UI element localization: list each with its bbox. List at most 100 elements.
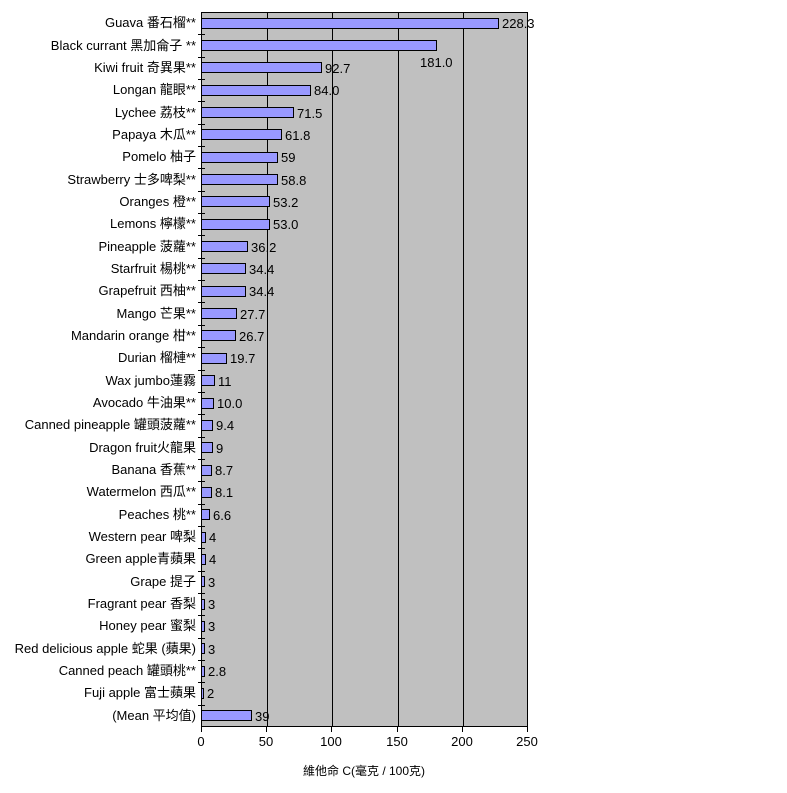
category-axis-tick [198, 124, 205, 125]
category-label-6: Pomelo 柚子 [122, 149, 196, 164]
category-label-11: Starfruit 楊桃** [110, 261, 196, 276]
value-label-18: 9.4 [216, 418, 235, 433]
category-label-15: Durian 榴槤** [117, 350, 196, 365]
bar-4 [201, 107, 294, 118]
category-axis-tick [198, 146, 205, 147]
category-axis-tick [198, 370, 205, 371]
value-label-12: 34.4 [249, 284, 275, 299]
bar-10 [201, 241, 248, 252]
bar-27 [201, 621, 205, 632]
category-axis-tick [198, 280, 205, 281]
category-label-0: Guava 番石榴** [104, 15, 196, 30]
value-label-22: 6.6 [213, 508, 232, 523]
value-label-21: 8.1 [215, 485, 234, 500]
value-label-7: 58.8 [281, 173, 307, 188]
x-axis-tick-mark-0 [201, 727, 202, 732]
x-axis-tick-label-0: 0 [197, 734, 205, 749]
bar-3 [201, 85, 311, 96]
bar-18 [201, 420, 213, 431]
value-label-29: 2.8 [208, 664, 227, 679]
value-label-13: 27.7 [240, 307, 266, 322]
value-label-2: 92.7 [325, 61, 351, 76]
gridline-200 [463, 13, 464, 726]
category-axis-tick [198, 481, 205, 482]
bar-31 [201, 710, 252, 721]
category-axis-tick [198, 168, 205, 169]
category-label-26: Fragrant pear 香梨 [87, 596, 196, 611]
x-axis-tick-mark-250 [527, 727, 528, 732]
value-label-3: 84.0 [314, 83, 340, 98]
category-label-17: Avocado 牛油果** [92, 395, 196, 410]
value-label-5: 61.8 [285, 128, 311, 143]
value-label-16: 11 [218, 374, 232, 389]
value-label-26: 3 [208, 597, 216, 612]
x-axis-tick-mark-50 [266, 727, 267, 732]
value-label-30: 2 [207, 686, 215, 701]
bar-30 [201, 688, 204, 699]
category-label-1: Black currant 黑加侖子 ** [50, 38, 196, 53]
bar-0 [201, 18, 499, 29]
value-label-17: 10.0 [217, 396, 243, 411]
bar-16 [201, 375, 215, 386]
bar-21 [201, 487, 212, 498]
value-label-23: 4 [209, 530, 217, 545]
bar-1 [201, 40, 437, 51]
category-axis-tick [198, 638, 205, 639]
gridline-100 [332, 13, 333, 726]
category-axis-tick [198, 459, 205, 460]
bar-28 [201, 643, 205, 654]
category-label-13: Mango 芒果** [116, 306, 196, 321]
bar-5 [201, 129, 282, 140]
category-label-10: Pineapple 菠蘿** [98, 239, 196, 254]
category-label-24: Green apple青蘋果 [85, 551, 196, 566]
category-label-22: Peaches 桃** [118, 507, 196, 522]
bar-12 [201, 286, 246, 297]
value-label-20: 8.7 [215, 463, 234, 478]
category-label-19: Dragon fruit火龍果 [89, 440, 196, 455]
category-axis-tick [198, 392, 205, 393]
category-axis-tick [198, 258, 205, 259]
category-label-27: Honey pear 蜜梨 [99, 618, 196, 633]
category-label-14: Mandarin orange 柑** [70, 328, 196, 343]
category-label-18: Canned pineapple 罐頭菠蘿** [24, 417, 196, 432]
category-label-5: Papaya 木瓜** [112, 127, 196, 142]
value-label-11: 34.4 [249, 262, 275, 277]
bar-6 [201, 152, 278, 163]
bar-13 [201, 308, 237, 319]
value-label-10: 36.2 [251, 240, 277, 255]
category-axis-tick [198, 571, 205, 572]
value-label-1: 181.0 [420, 55, 453, 70]
value-label-6: 59 [281, 150, 296, 165]
category-axis-tick [198, 101, 205, 102]
category-axis-tick [198, 325, 205, 326]
x-axis-tick-label-250: 250 [516, 734, 538, 749]
category-axis-tick [198, 504, 205, 505]
bar-8 [201, 196, 270, 207]
category-label-2: Kiwi fruit 奇異果** [94, 60, 196, 75]
category-axis-tick [198, 660, 205, 661]
category-axis-tick [198, 705, 205, 706]
bar-17 [201, 398, 214, 409]
plot-area [201, 12, 528, 727]
category-axis-tick [198, 302, 205, 303]
gridline-150 [398, 13, 399, 726]
category-label-12: Grapefruit 西柚** [98, 283, 196, 298]
category-axis-tick [198, 213, 205, 214]
category-axis-tick [198, 615, 205, 616]
category-axis-tick [198, 682, 205, 683]
category-label-7: Strawberry 士多啤梨** [67, 172, 196, 187]
gridline-50 [267, 13, 268, 726]
bar-25 [201, 576, 205, 587]
x-axis-title: 維他命 C(毫克 / 100克) [302, 764, 426, 778]
x-axis-tick-label-50: 50 [258, 734, 274, 749]
category-axis-tick [198, 526, 205, 527]
category-label-28: Red delicious apple 蛇果 (蘋果) [14, 641, 196, 656]
value-label-0: 228.3 [502, 16, 535, 31]
category-label-16: Wax jumbo蓮霧 [105, 373, 196, 388]
value-label-8: 53.2 [273, 195, 299, 210]
bar-15 [201, 353, 227, 364]
category-axis-tick [198, 191, 205, 192]
x-axis-tick-mark-100 [331, 727, 332, 732]
value-label-14: 26.7 [239, 329, 265, 344]
bar-14 [201, 330, 236, 341]
